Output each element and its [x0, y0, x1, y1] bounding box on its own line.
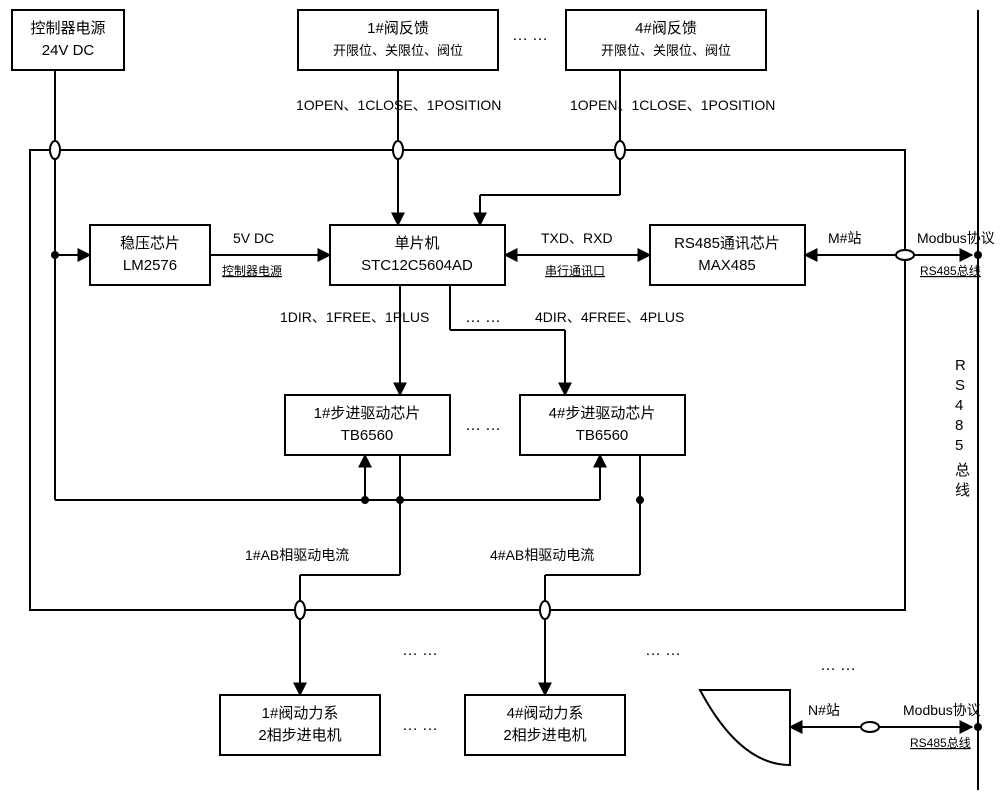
svg-text:5: 5: [955, 437, 963, 454]
signal-label: 1DIR、1FREE、1PLUS: [280, 309, 429, 325]
ellipsis: ……: [465, 309, 505, 326]
ellipsis: ……: [402, 717, 442, 734]
station-label: N#站: [808, 702, 840, 718]
label: RS485通讯芯片: [674, 235, 780, 252]
label: TB6560: [341, 427, 394, 444]
signal-label: 1#AB相驱动电流: [245, 547, 349, 563]
label: 控制器电源: [30, 20, 105, 37]
svg-text:4: 4: [955, 397, 963, 414]
svg-text:总: 总: [955, 462, 970, 479]
label: 2相步进电机: [503, 727, 586, 744]
ellipsis: ……: [820, 657, 860, 674]
signal-label: 4#AB相驱动电流: [490, 547, 594, 563]
signal-label: 1OPEN、1CLOSE、1POSITION: [570, 97, 775, 113]
vreg-box: 稳压芯片 LM2576: [90, 225, 210, 285]
label: 4#步进驱动芯片: [549, 405, 656, 422]
label: 单片机: [394, 235, 439, 252]
signal-label: 5V DC: [233, 230, 274, 246]
mcu-box: 单片机 STC12C5604AD: [330, 225, 505, 285]
svg-text:8: 8: [955, 417, 963, 434]
label: 开限位、关限位、阀位: [601, 43, 731, 58]
ellipsis: ……: [645, 642, 685, 659]
station-label: M#站: [828, 230, 861, 246]
modbus-label: Modbus协议: [917, 230, 995, 246]
label: 4#阀动力系: [507, 705, 584, 722]
label: 开限位、关限位、阀位: [333, 43, 463, 58]
valve-feedback-1-box: 1#阀反馈 开限位、关限位、阀位: [298, 10, 498, 70]
bus-sublabel: RS485总线: [920, 264, 981, 278]
label: 1#步进驱动芯片: [314, 405, 421, 422]
ellipsis: ……: [512, 27, 552, 44]
label: LM2576: [123, 257, 177, 274]
valve-feedback-4-box: 4#阀反馈 开限位、关限位、阀位: [566, 10, 766, 70]
label: STC12C5604AD: [361, 257, 473, 274]
station-n-block: N#站 Modbus协议 RS485总线: [700, 690, 982, 765]
svg-text:R: R: [955, 357, 966, 374]
label: 稳压芯片: [120, 235, 180, 252]
label: 1#阀反馈: [367, 20, 429, 37]
bus-sublabel: RS485总线: [910, 736, 971, 750]
signal-label: 4DIR、4FREE、4PLUS: [535, 309, 684, 325]
label: 4#阀反馈: [635, 20, 697, 37]
driver-4-box: 4#步进驱动芯片 TB6560: [520, 395, 685, 455]
rs485-bus-vertical-label: R S 4 8 5 总 线: [955, 357, 970, 499]
signal-sublabel: 串行通讯口: [545, 264, 605, 278]
signal-sublabel: 控制器电源: [222, 264, 282, 278]
rs485-chip-box: RS485通讯芯片 MAX485: [650, 225, 805, 285]
ellipsis: ……: [402, 642, 442, 659]
signal-label: TXD、RXD: [541, 230, 613, 246]
signal-label: 1OPEN、1CLOSE、1POSITION: [296, 97, 501, 113]
label: TB6560: [576, 427, 629, 444]
motor-1-box: 1#阀动力系 2相步进电机: [220, 695, 380, 755]
svg-text:S: S: [955, 377, 965, 394]
driver-1-box: 1#步进驱动芯片 TB6560: [285, 395, 450, 455]
modbus-label: Modbus协议: [903, 702, 981, 718]
label: MAX485: [698, 257, 756, 274]
ellipsis: ……: [465, 417, 505, 434]
label: 24V DC: [42, 42, 95, 59]
controller-power-supply-box: 控制器电源 24V DC: [12, 10, 124, 70]
label: 1#阀动力系: [262, 705, 339, 722]
svg-text:线: 线: [955, 482, 970, 499]
motor-4-box: 4#阀动力系 2相步进电机: [465, 695, 625, 755]
label: 2相步进电机: [258, 727, 341, 744]
